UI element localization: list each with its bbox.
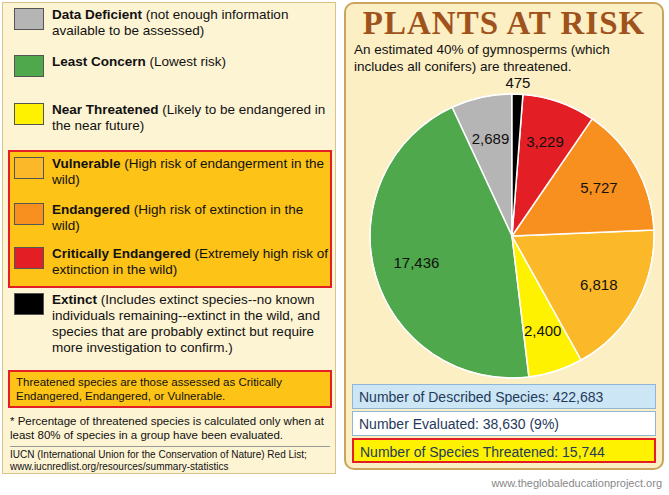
data-label: 3,229 — [526, 133, 564, 150]
data-label: 17,436 — [393, 254, 439, 271]
legend-item: Near Threatened (Likely to be endangered… — [52, 102, 330, 134]
legend-name: Least Concern — [52, 54, 146, 69]
legend-swatch — [14, 55, 44, 77]
data-label: 475 — [505, 74, 530, 91]
data-label: 2,689 — [472, 130, 510, 147]
legend-name: Endangered — [52, 202, 130, 217]
stat-box: Number of Described Species: 422,683 — [352, 384, 656, 409]
page: {"chart_data": { "type": "pie", "title":… — [0, 0, 669, 495]
pie-slice — [512, 94, 592, 236]
data-labels: 2,689 17,436 2,400 6,818 5,727 3,229 475 — [393, 74, 617, 338]
stat-box: Number of Species Threatened: 15,744 — [352, 438, 656, 463]
threatened-note: Threatened species are those assessed as… — [8, 370, 332, 408]
pie-outline — [370, 94, 654, 378]
legend-name: Extinct — [52, 292, 97, 307]
legend-item: Endangered (High risk of extinction in t… — [52, 202, 330, 234]
subtitle: An estimated 40% of gymnosperms (which i… — [354, 41, 658, 75]
legend-swatch — [14, 247, 44, 269]
pie-slice — [370, 107, 529, 378]
legend-swatch — [14, 293, 44, 315]
legend-swatch — [14, 203, 44, 225]
footnote: * Percentage of threatened species is ca… — [10, 414, 330, 442]
data-label: 5,727 — [580, 179, 618, 196]
legend-item: Vulnerable (High risk of endangerment in… — [52, 156, 330, 188]
legend-item: Critically Endangered (Extremely high ri… — [52, 246, 330, 278]
legend-name: Critically Endangered — [52, 246, 191, 261]
footer: www.theglobaleducationproject.org — [400, 476, 662, 490]
legend-item: Data Deficient (not enough information a… — [52, 7, 330, 39]
legend-name: Vulnerable — [52, 156, 121, 171]
legend-description: (Lowest risk) — [150, 54, 227, 69]
legend-item: Extinct (Includes extinct species--no kn… — [52, 292, 330, 356]
legend-name: Data Deficient — [52, 7, 142, 22]
legend-item: Least Concern (Lowest risk) — [52, 54, 330, 70]
stat-box: Number Evaluated: 38,630 (9%) — [352, 411, 656, 436]
source-line: www.iucnredlist.org/resources/summary-st… — [10, 461, 334, 473]
title: PLANTS AT RISK — [344, 4, 664, 42]
pie-slice — [512, 94, 523, 236]
pie-slice — [512, 230, 654, 360]
legend-swatch — [14, 157, 44, 179]
data-label: 6,818 — [580, 276, 618, 293]
source-rule — [10, 446, 330, 447]
legend-swatch — [14, 8, 44, 30]
legend-swatch — [14, 103, 44, 125]
slices — [370, 94, 654, 378]
legend-name: Near Threatened — [52, 102, 159, 117]
source-line: IUCN (International Union for the Conser… — [10, 449, 334, 461]
data-label: 2,400 — [524, 322, 562, 339]
